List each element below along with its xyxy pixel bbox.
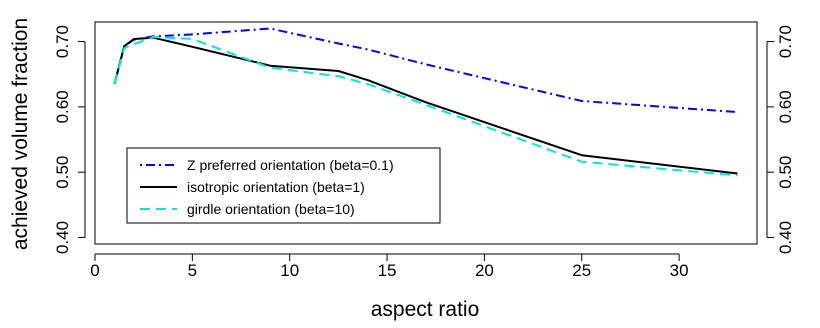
y-tick-label-right: 0.50	[776, 156, 795, 189]
y-tick-label-right: 0.40	[776, 221, 795, 254]
series-line-2	[113, 36, 738, 177]
y-tick-label-left: 0.70	[53, 25, 72, 58]
y-tick-label-left: 0.50	[53, 156, 72, 189]
y-tick-label-right: 0.70	[776, 25, 795, 58]
x-tick-label: 15	[378, 261, 397, 280]
legend-label-2: girdle orientation (beta=10)	[187, 201, 355, 217]
plot-frame	[94, 21, 758, 245]
legend-label-1: isotropic orientation (beta=1)	[187, 179, 365, 195]
y-tick-label-left: 0.40	[53, 221, 72, 254]
y-axis-right: 0.40 0.50 0.60 0.70	[766, 25, 795, 254]
series-line-1	[113, 36, 738, 175]
legend: Z preferred orientation (beta=0.1) isotro…	[126, 147, 441, 224]
series-layer	[113, 27, 738, 177]
x-tick-label: 20	[475, 261, 494, 280]
x-tick-label: 0	[90, 261, 99, 280]
y-axis-left: 0.40 0.50 0.60 0.70	[53, 25, 86, 254]
y-tick-label-right: 0.60	[776, 90, 795, 123]
legend-label-0: Z preferred orientation (beta=0.1)	[187, 157, 394, 173]
series-line-0	[113, 27, 738, 114]
x-tick-label: 30	[670, 261, 689, 280]
x-axis-label: aspect ratio	[371, 298, 480, 321]
x-tick-label: 5	[188, 261, 197, 280]
x-axis: 0 5 10 15 20 25 30	[90, 253, 689, 280]
x-tick-label: 10	[280, 261, 299, 280]
legend-box	[126, 147, 441, 224]
y-axis-label: achieved volume fraction	[9, 18, 32, 250]
y-tick-label-left: 0.60	[53, 90, 72, 123]
x-tick-label: 25	[572, 261, 591, 280]
